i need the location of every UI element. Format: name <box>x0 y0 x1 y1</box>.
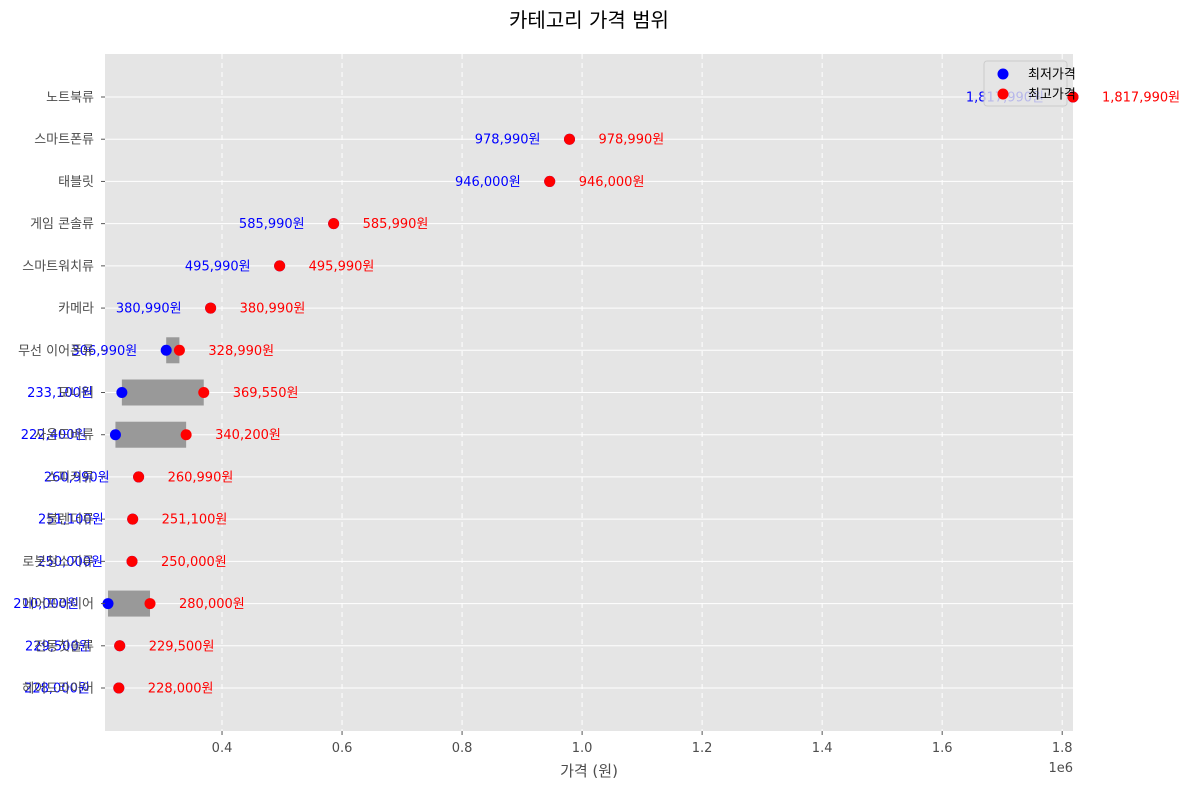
max-value-label: 1,817,990원 <box>1102 91 1180 106</box>
x-tick-label: 1.2 <box>692 741 713 756</box>
y-tick-label: 블렌더류 <box>46 513 94 528</box>
range-bars <box>108 337 204 617</box>
y-tick-label: 스마트폰류 <box>34 133 94 148</box>
x-axis-offset-label: 1e6 <box>1048 761 1073 776</box>
min-point <box>109 429 121 441</box>
range-bar <box>121 379 204 406</box>
min-value-label: 585,990원 <box>239 217 305 232</box>
min-value-label: 495,990원 <box>185 259 251 274</box>
x-tick-label: 1.4 <box>812 741 833 756</box>
max-value-label: 978,990원 <box>598 133 664 148</box>
max-point <box>180 429 192 441</box>
y-tick-label: 스마트워치류 <box>22 259 94 274</box>
max-point <box>127 513 139 525</box>
y-tick-label: 무선 이어폰류 <box>18 344 94 359</box>
max-value-label: 585,990원 <box>363 217 429 232</box>
min-value-label: 250,000원 <box>37 555 103 570</box>
y-tick-label: 태블릿 <box>58 175 94 190</box>
min-value-label: 251,100원 <box>38 513 104 528</box>
min-point <box>160 344 172 356</box>
legend: 최저가격 최고가격 <box>983 60 1076 107</box>
x-tick-label: 1.6 <box>932 741 953 756</box>
x-axis-label: 가격 (원) <box>560 762 618 780</box>
max-point <box>198 387 210 398</box>
max-point <box>563 133 575 145</box>
max-value-label: 946,000원 <box>579 175 645 190</box>
min-point <box>102 598 114 610</box>
min-value-label: 210,000원 <box>13 597 79 612</box>
x-tick-label: 1.8 <box>1052 741 1073 756</box>
min-value-label: 946,000원 <box>455 175 521 190</box>
y-tick-label: 게임 콘솔류 <box>30 217 94 232</box>
max-point <box>544 175 556 187</box>
min-value-label: 228,000원 <box>24 682 90 697</box>
legend-label-min: 최저가격 <box>1028 68 1076 83</box>
max-value-label: 380,990원 <box>240 302 306 317</box>
min-value-label: 229,500원 <box>25 639 91 654</box>
chart-title: 카테고리 가격 범위 <box>509 8 669 32</box>
min-value-label: 222,400원 <box>21 428 87 443</box>
min-value-label: 380,990원 <box>116 302 182 317</box>
y-tick-label: 헤어드라이어 <box>22 682 94 697</box>
legend-marker-min <box>997 68 1009 80</box>
y-tick-label: 전동칫솔류 <box>34 639 94 654</box>
max-point <box>173 344 185 356</box>
max-point <box>114 640 126 652</box>
min-point <box>116 387 128 398</box>
max-value-label: 369,550원 <box>233 386 299 401</box>
max-value-label: 328,990원 <box>208 344 274 359</box>
range-bar <box>108 590 151 617</box>
max-value-label: 251,100원 <box>162 513 228 528</box>
max-value-label: 280,000원 <box>179 597 245 612</box>
max-value-label: 260,990원 <box>168 470 234 485</box>
max-point <box>126 555 138 567</box>
max-point <box>205 302 217 314</box>
max-point <box>144 598 156 610</box>
max-value-label: 495,990원 <box>309 259 375 274</box>
min-value-label: 978,990원 <box>475 133 541 148</box>
legend-label-max: 최고가격 <box>1028 88 1076 103</box>
grid <box>105 54 1073 731</box>
max-value-label: 340,200원 <box>215 428 281 443</box>
max-value-label: 229,500원 <box>149 639 215 654</box>
legend-marker-max <box>997 88 1009 100</box>
min-value-label: 233,100원 <box>27 386 93 401</box>
value-labels: 1,817,990원1,817,990원978,990원978,990원946,… <box>13 91 1180 697</box>
y-tick-label: 모니터 <box>58 386 94 401</box>
min-value-label: 260,990원 <box>44 470 110 485</box>
y-tick-label: 카메라 <box>58 302 94 317</box>
y-tick-label: 사운드바류 <box>34 428 94 443</box>
max-point <box>274 260 286 272</box>
x-tick-label: 0.4 <box>212 741 233 756</box>
x-tick-labels: 0.4 0.6 0.8 1.0 1.2 1.4 1.6 1.8 <box>212 731 1073 756</box>
y-tick-label: 에어프라이어 <box>22 597 94 612</box>
min-value-label: 306,990원 <box>71 344 137 359</box>
max-value-label: 228,000원 <box>148 682 214 697</box>
y-tick-label: 로봇청소기류 <box>22 555 94 570</box>
x-tick-label: 1.0 <box>572 741 593 756</box>
max-point <box>1067 91 1079 103</box>
max-point <box>113 682 125 694</box>
x-tick-label: 0.8 <box>452 741 473 756</box>
range-bar <box>166 337 180 364</box>
range-bar <box>115 421 187 448</box>
max-point <box>328 218 340 230</box>
y-tick-label: 노트북류 <box>46 91 94 106</box>
x-tick-label: 0.6 <box>332 741 353 756</box>
data-points <box>102 91 1079 694</box>
y-tick-label: 스피커류 <box>46 470 94 485</box>
max-point <box>133 471 145 483</box>
max-value-label: 250,000원 <box>161 555 227 570</box>
